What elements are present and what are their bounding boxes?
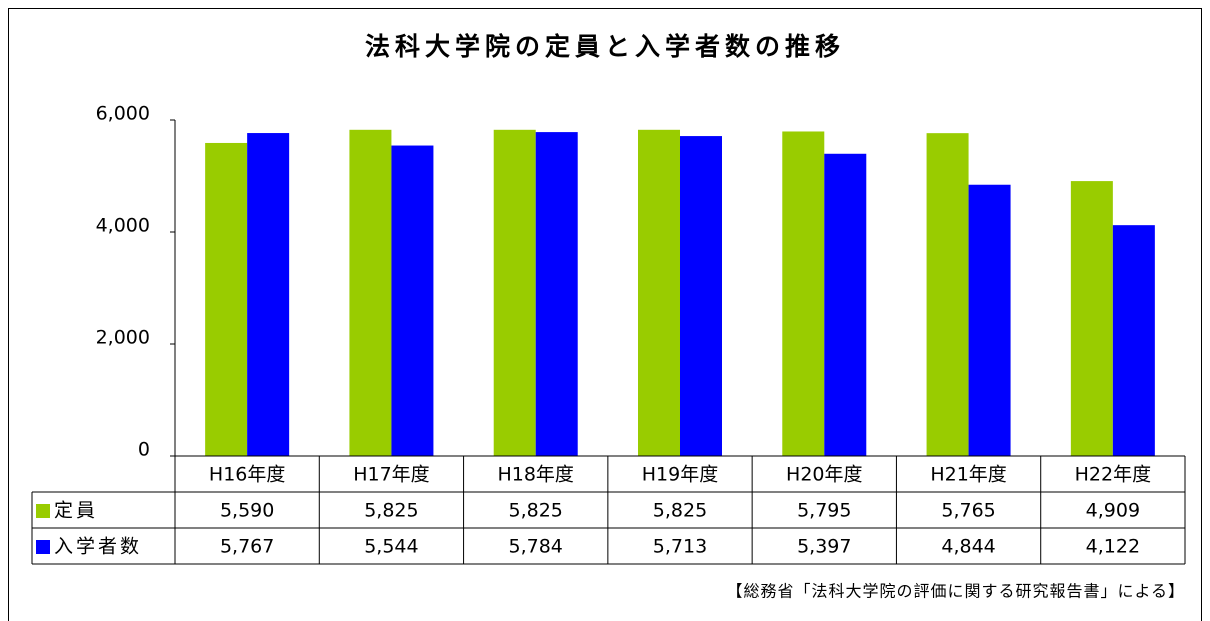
- bar: [247, 133, 290, 456]
- x-tick-label: H18年度: [497, 464, 573, 486]
- table-value: 5,397: [797, 536, 851, 558]
- bar: [535, 132, 578, 456]
- bar: [391, 145, 434, 456]
- bar: [1070, 181, 1113, 456]
- source-note: 【総務省「法科大学院の評価に関する研究報告書」による】: [726, 582, 1185, 601]
- legend-swatch: [36, 504, 50, 518]
- table-value: 5,713: [653, 536, 707, 558]
- bar: [493, 129, 536, 457]
- x-tick-label: H22年度: [1075, 464, 1151, 486]
- x-tick-label: H17年度: [353, 464, 429, 486]
- bar: [349, 129, 392, 457]
- y-tick-label: 0: [138, 439, 150, 461]
- table-value: 5,795: [797, 500, 851, 522]
- chart-title: 法科大学院の定員と入学者数の推移: [365, 32, 845, 61]
- x-tick-label: H19年度: [642, 464, 718, 486]
- y-tick-label: 6,000: [96, 103, 150, 125]
- bar: [638, 129, 680, 457]
- table-value: 5,784: [509, 536, 563, 558]
- legend-label: 入学者数: [54, 536, 142, 558]
- bar: [968, 184, 1011, 456]
- table-value: 5,767: [220, 536, 274, 558]
- bar: [680, 136, 722, 456]
- y-tick-label: 2,000: [96, 327, 150, 349]
- bar: [1112, 225, 1155, 456]
- table-value: 5,825: [653, 500, 707, 522]
- x-tick-label: H20年度: [786, 464, 862, 486]
- legend-swatch: [36, 540, 50, 554]
- x-tick-label: H16年度: [209, 464, 285, 486]
- table-value: 4,844: [941, 536, 995, 558]
- table-value: 5,765: [941, 500, 995, 522]
- bar: [205, 142, 248, 456]
- legend-label: 定員: [54, 500, 98, 522]
- table-value: 5,590: [220, 500, 274, 522]
- table-value: 5,544: [364, 536, 418, 558]
- y-tick-label: 4,000: [96, 215, 150, 237]
- table-value: 4,909: [1086, 500, 1140, 522]
- table-value: 4,122: [1086, 536, 1140, 558]
- bar: [824, 153, 867, 456]
- bar: [782, 131, 825, 457]
- frame: [8, 8, 1202, 621]
- x-tick-label: H21年度: [930, 464, 1006, 486]
- table-value: 5,825: [364, 500, 418, 522]
- bar: [926, 133, 969, 456]
- table-value: 5,825: [509, 500, 563, 522]
